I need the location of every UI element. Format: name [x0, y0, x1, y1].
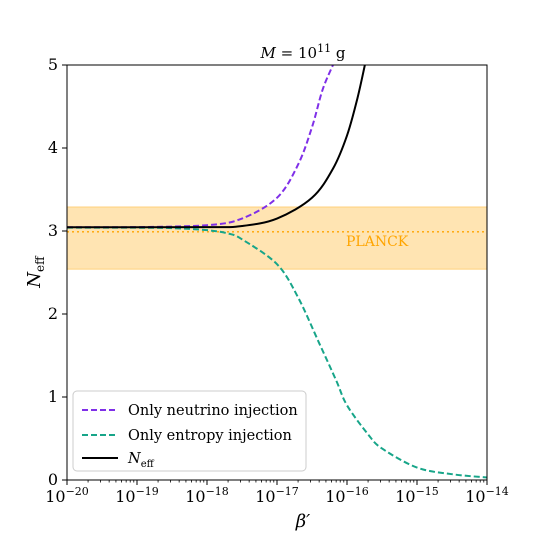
y-tick-label: 3	[48, 221, 58, 240]
planck-band	[66, 206, 488, 270]
neff-curve	[66, 64, 366, 229]
x-tick-label: 10−18	[185, 485, 229, 506]
x-tick-label: 10−15	[395, 485, 439, 506]
entropy-injection-curve	[66, 226, 488, 479]
x-axis-label: β′	[295, 511, 311, 532]
y-tick-label: 0	[48, 470, 58, 489]
neutrino-injection-curve	[66, 64, 334, 229]
legend-box	[72, 390, 307, 472]
x-tick-label: 10−17	[255, 485, 299, 506]
chart-title: M = 1011 g	[260, 42, 346, 62]
legend: Only neutrino injection Only entropy inj…	[72, 390, 307, 472]
legend-label-neff: Neff	[127, 451, 155, 470]
y-tick-label: 5	[48, 55, 58, 74]
x-tick-label: 10−16	[325, 485, 369, 506]
y-tick-label: 1	[48, 387, 58, 406]
y-tick-label: 4	[48, 138, 58, 157]
planck-label: PLANCK	[346, 234, 409, 250]
legend-label-entropy: Only entropy injection	[128, 428, 292, 444]
x-tick-label: 10−14	[465, 485, 509, 506]
y-tick-label: 2	[48, 304, 58, 323]
x-tick-label: 10−20	[45, 485, 89, 506]
series-layer	[66, 64, 488, 479]
legend-label-neutrino: Only neutrino injection	[128, 403, 298, 419]
y-axis-label: Neff	[24, 255, 47, 289]
x-tick-label: 10−19	[115, 485, 159, 506]
ticks-layer: 10−20 10−19 10−18 10−17 10−16 10−15 10−14 0 1 2 3 4…	[45, 55, 509, 506]
